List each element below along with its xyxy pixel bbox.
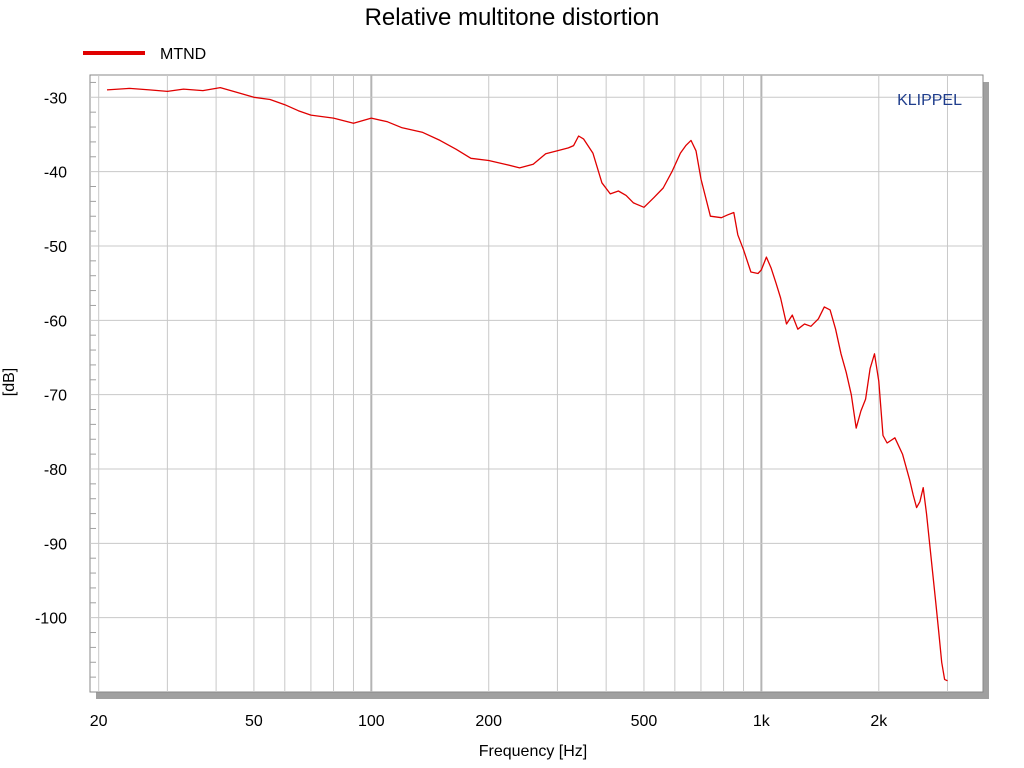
x-tick-label: 20 [90,713,108,730]
plot-area [89,74,984,693]
series-layer [106,86,948,682]
series-line-mtnd [106,86,948,682]
y-tick-label: -30 [44,90,67,107]
y-tick-label: -100 [35,611,67,628]
y-tick-label: -40 [44,165,67,182]
y-minor-ticks [90,81,96,678]
x-tick-label: 100 [358,713,385,730]
x-tick-label: 200 [475,713,502,730]
y-tick-label: -90 [44,536,67,553]
legend-label-mtnd: MTND [160,46,206,63]
x-tick-label: 1k [753,713,771,730]
y-tick-labels: -30 -40 -50 -60 -70 -80 -90 -100 [35,90,67,627]
y-tick-label: -70 [44,388,67,405]
x-tick-label: 500 [631,713,658,730]
y-tick-label: -60 [44,313,67,330]
legend: MTND [83,46,206,63]
y-tick-label: -50 [44,239,67,256]
klippel-watermark: KLIPPEL [897,92,962,109]
x-tick-labels: 20 50 100 200 500 1k 2k [90,713,888,730]
x-tick-label: 2k [870,713,888,730]
y-tick-label: -80 [44,462,67,479]
chart-title: Relative multitone distortion [365,4,660,31]
grid [90,75,983,692]
x-tick-label: 50 [245,713,263,730]
x-axis-label: Frequency [Hz] [479,743,587,760]
y-axis-label: [dB] [1,368,18,396]
